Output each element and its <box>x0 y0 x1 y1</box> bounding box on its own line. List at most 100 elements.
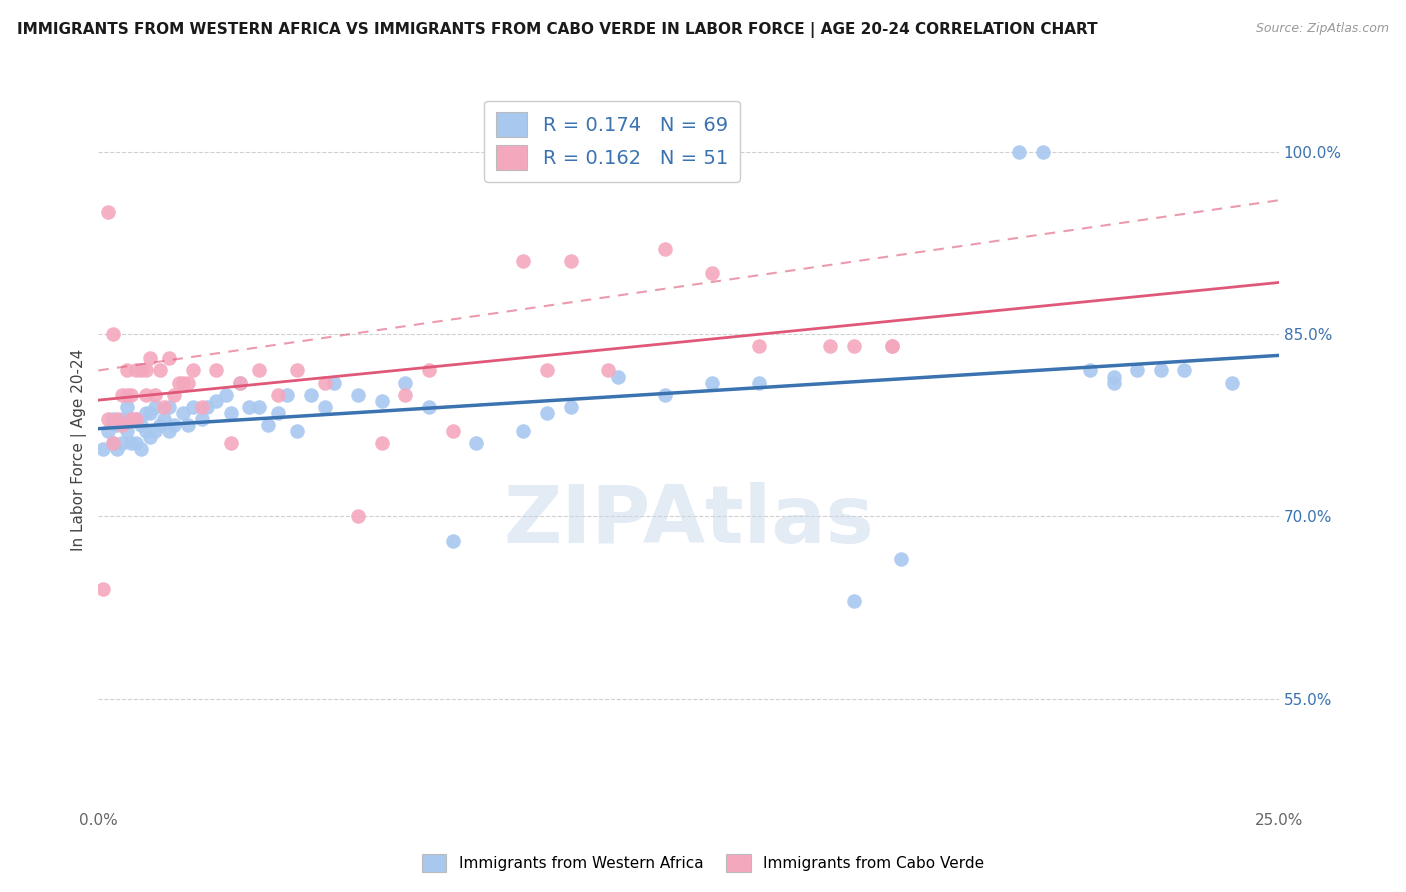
Point <box>536 406 558 420</box>
Point <box>219 436 242 450</box>
Point <box>115 400 138 414</box>
Point <box>129 363 152 377</box>
Point <box>135 388 157 402</box>
Point <box>1078 363 1101 377</box>
Point <box>149 418 172 433</box>
Text: IMMIGRANTS FROM WESTERN AFRICA VS IMMIGRANTS FROM CABO VERDE IN LABOR FORCE | AG: IMMIGRANTS FROM WESTERN AFRICA VS IMMIGR… <box>17 22 1098 38</box>
Point <box>880 339 903 353</box>
Point <box>465 436 488 450</box>
Legend: Immigrants from Western Africa, Immigrants from Cabo Verde: Immigrants from Western Africa, Immigran… <box>415 846 991 880</box>
Point <box>129 418 152 433</box>
Point <box>267 388 290 402</box>
Point <box>1008 145 1031 159</box>
Point <box>97 205 120 219</box>
Point <box>880 339 903 353</box>
Point <box>101 436 124 450</box>
Point <box>181 363 204 377</box>
Point <box>285 424 308 438</box>
Point <box>1126 363 1149 377</box>
Point <box>702 376 724 390</box>
Point <box>115 363 138 377</box>
Point <box>135 406 157 420</box>
Point <box>370 393 392 408</box>
Point <box>149 363 172 377</box>
Point <box>125 412 148 426</box>
Point <box>347 509 370 524</box>
Point <box>247 363 270 377</box>
Legend: R = 0.174   N = 69, R = 0.162   N = 51: R = 0.174 N = 69, R = 0.162 N = 51 <box>484 101 740 182</box>
Point <box>139 351 162 366</box>
Point <box>120 388 142 402</box>
Point <box>101 436 124 450</box>
Point <box>177 418 200 433</box>
Point <box>606 369 628 384</box>
Point <box>143 388 166 402</box>
Point <box>512 254 534 268</box>
Point <box>276 388 298 402</box>
Point <box>890 552 912 566</box>
Point <box>111 388 134 402</box>
Point <box>1102 376 1125 390</box>
Point <box>702 266 724 280</box>
Point <box>219 406 242 420</box>
Point <box>418 363 440 377</box>
Point <box>139 430 162 444</box>
Point <box>120 412 142 426</box>
Text: ZIPAtlas: ZIPAtlas <box>503 483 875 560</box>
Point <box>143 424 166 438</box>
Point <box>285 363 308 377</box>
Point <box>97 424 120 438</box>
Point <box>91 582 114 597</box>
Point <box>105 418 128 433</box>
Point <box>97 412 120 426</box>
Point <box>441 533 464 548</box>
Point <box>1220 376 1243 390</box>
Point <box>441 424 464 438</box>
Point <box>163 388 186 402</box>
Text: Source: ZipAtlas.com: Source: ZipAtlas.com <box>1256 22 1389 36</box>
Point <box>257 418 280 433</box>
Point <box>111 412 134 426</box>
Point <box>314 400 336 414</box>
Point <box>394 388 416 402</box>
Point <box>177 376 200 390</box>
Point <box>314 376 336 390</box>
Point <box>842 594 865 608</box>
Point <box>115 424 138 438</box>
Point <box>394 376 416 390</box>
Point <box>191 400 214 414</box>
Point <box>748 376 770 390</box>
Point <box>101 412 124 426</box>
Point <box>135 424 157 438</box>
Point <box>536 363 558 377</box>
Point <box>181 400 204 414</box>
Point <box>370 436 392 450</box>
Point <box>157 424 180 438</box>
Point <box>125 436 148 450</box>
Point <box>105 442 128 457</box>
Point <box>205 363 228 377</box>
Point <box>238 400 260 414</box>
Point <box>748 339 770 353</box>
Point <box>167 376 190 390</box>
Point <box>215 388 238 402</box>
Point <box>205 393 228 408</box>
Point <box>560 400 582 414</box>
Point <box>139 406 162 420</box>
Y-axis label: In Labor Force | Age 20-24: In Labor Force | Age 20-24 <box>72 348 87 550</box>
Point <box>125 363 148 377</box>
Point <box>101 326 124 341</box>
Point <box>120 436 142 450</box>
Point <box>1150 363 1173 377</box>
Point <box>299 388 322 402</box>
Point <box>229 376 252 390</box>
Point <box>129 442 152 457</box>
Point <box>842 339 865 353</box>
Point <box>111 418 134 433</box>
Point <box>125 412 148 426</box>
Point <box>120 412 142 426</box>
Point <box>172 376 194 390</box>
Point <box>111 436 134 450</box>
Point <box>143 400 166 414</box>
Point <box>1102 369 1125 384</box>
